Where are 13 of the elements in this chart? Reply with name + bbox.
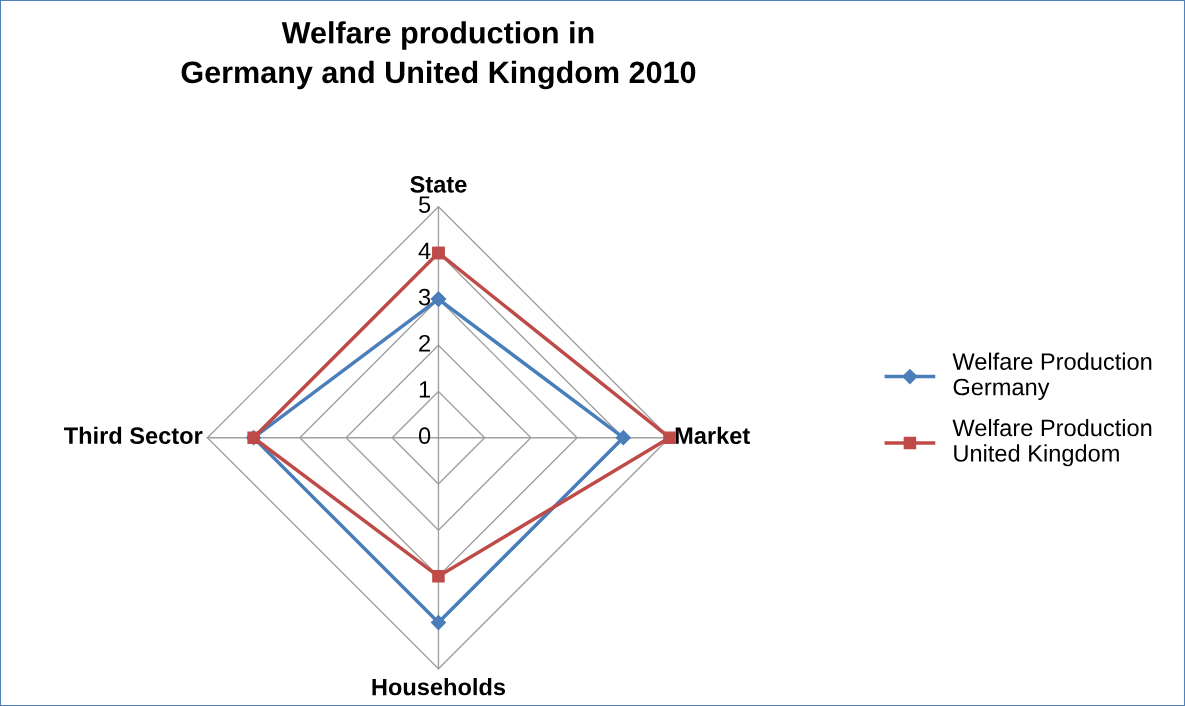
y-tick-label: 2 [419, 334, 430, 352]
y-tick-label: 4 [418, 242, 431, 259]
legend-label: Welfare Production United Kingdom [952, 418, 1152, 467]
chart-title: Welfare production in Germany and United Kingdom 2010 [181, 21, 696, 90]
spoke-label: State [410, 176, 467, 193]
spoke-label: Households [372, 678, 506, 696]
y-tick-label: 0 [418, 427, 431, 445]
y-tick-label: 5 [418, 196, 431, 213]
y-tick-label: 3 [418, 288, 431, 306]
spoke-label: Market [675, 426, 750, 445]
spoke-label: Third Sector [63, 426, 203, 445]
y-tick-label: 1 [419, 381, 430, 398]
legend-label: Welfare Production Germany [952, 352, 1152, 401]
